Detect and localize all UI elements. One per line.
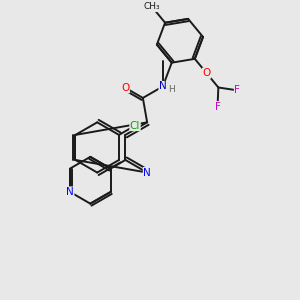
Text: N: N	[66, 187, 74, 197]
Text: O: O	[121, 83, 129, 93]
Text: F: F	[214, 102, 220, 112]
Text: H: H	[168, 85, 175, 94]
Text: O: O	[202, 68, 211, 78]
Text: CH₃: CH₃	[143, 2, 160, 11]
Text: F: F	[234, 85, 240, 95]
Text: N: N	[159, 81, 167, 92]
Text: Cl: Cl	[130, 121, 140, 130]
Text: N: N	[143, 167, 151, 178]
